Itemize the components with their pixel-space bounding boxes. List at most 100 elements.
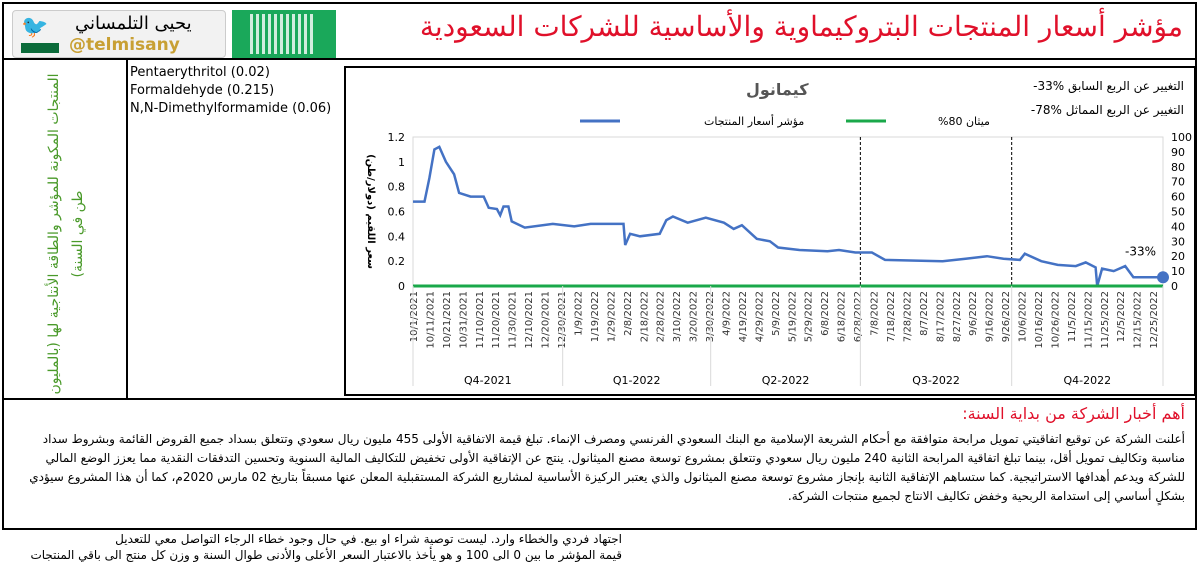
- x-tick-label: 12/15/2022: [1133, 291, 1144, 349]
- x-tick-label: 12/25/2022: [1149, 291, 1160, 349]
- x-tick-label: 12/20/2021: [541, 291, 552, 349]
- qr-code-icon[interactable]: [232, 10, 336, 58]
- quarter-label: Q3-2022: [912, 374, 960, 387]
- x-tick-label: 10/1/2021: [409, 291, 420, 342]
- legend-label-methane: ميثان 80%: [938, 115, 990, 128]
- y-tick-label: 0: [398, 280, 405, 293]
- change-stats: التغيير عن الربع السابق %33- التغيير عن …: [1031, 74, 1184, 122]
- x-tick-label: 7/18/2022: [886, 291, 897, 342]
- x-tick-label: 9/26/2022: [1001, 291, 1012, 342]
- y2-tick-label: 60: [1171, 191, 1185, 204]
- y2-tick-label: 50: [1171, 206, 1185, 219]
- quarter-label: Q1-2022: [613, 374, 661, 387]
- x-tick-label: 5/29/2022: [804, 291, 815, 342]
- quarter-label: Q2-2022: [762, 374, 810, 387]
- flag-icon: [21, 43, 59, 53]
- y-axis-label: سعر اللقيم (دولار/طن): [365, 154, 376, 269]
- x-tick-label: 2/8/2022: [623, 291, 634, 336]
- x-tick-label: 11/25/2022: [1100, 291, 1111, 349]
- y-tick-label: 0.8: [388, 181, 406, 194]
- x-tick-label: 6/28/2022: [853, 291, 864, 342]
- qoq-change: التغيير عن الربع السابق %33-: [1033, 79, 1184, 93]
- x-tick-label: 8/7/2022: [919, 291, 930, 336]
- x-tick-label: 12/5/2022: [1116, 291, 1127, 342]
- chart-container: التغيير عن الربع السابق %33- التغيير عن …: [344, 66, 1196, 396]
- x-tick-label: 7/28/2022: [902, 291, 913, 342]
- news-heading: أهم أخبار الشركة من بداية السنة:: [962, 404, 1185, 423]
- y2-tick-label: 90: [1171, 146, 1185, 159]
- x-tick-label: 4/19/2022: [738, 291, 749, 342]
- x-tick-label: 3/20/2022: [689, 291, 700, 342]
- author-name: يحيى التلمساني: [75, 13, 192, 34]
- x-tick-label: 10/26/2022: [1050, 291, 1061, 349]
- change-annotation: -33%: [1125, 244, 1156, 258]
- main-panel: المنتجات المكونة للمؤشر والطاقة الأنتاجي…: [2, 60, 1197, 400]
- twitter-bird-icon: 🐦: [21, 15, 49, 40]
- legend-label-index: مؤشر أسعار المنتجات: [704, 114, 804, 128]
- yoy-change: التغيير عن الربع المماثل %78-: [1030, 103, 1184, 117]
- last-point-marker: [1157, 271, 1169, 284]
- x-tick-label: 9/6/2022: [968, 291, 979, 336]
- quarter-label: Q4-2022: [1064, 374, 1112, 387]
- x-tick-label: 11/15/2022: [1083, 291, 1094, 349]
- x-tick-label: 10/21/2021: [442, 291, 453, 349]
- x-tick-label: 7/8/2022: [870, 291, 881, 336]
- x-tick-label: 8/27/2022: [952, 291, 963, 342]
- x-tick-label: 10/6/2022: [1018, 291, 1029, 342]
- y2-tick-label: 30: [1171, 235, 1185, 248]
- x-tick-label: 11/5/2022: [1067, 291, 1078, 342]
- x-tick-label: 6/8/2022: [820, 291, 831, 336]
- x-tick-label: 9/16/2022: [985, 291, 996, 342]
- y-tick-label: 1: [398, 156, 405, 169]
- y2-tick-label: 80: [1171, 161, 1185, 174]
- news-body: أعلنت الشركة عن توقيع اتفاقيتي تمويل مرا…: [29, 432, 1185, 503]
- product-item: N,N-Dimethylformamide (0.06): [130, 101, 332, 116]
- x-tick-label: 5/9/2022: [771, 291, 782, 336]
- x-tick-label: 3/10/2022: [672, 291, 683, 342]
- quarter-label: Q4-2021: [464, 374, 512, 387]
- products-list: Pentaerythritol (0.02) Formaldehyde (0.2…: [130, 64, 331, 118]
- series-line-index: [413, 145, 1163, 287]
- y2-tick-label: 10: [1171, 265, 1185, 278]
- news-panel: أهم أخبار الشركة من بداية السنة: أعلنت ا…: [2, 400, 1197, 530]
- y2-tick-label: 0: [1171, 280, 1178, 293]
- x-tick-label: 1/9/2022: [573, 291, 584, 336]
- left-label-column: المنتجات المكونة للمؤشر والطاقة الأنتاجي…: [4, 60, 128, 398]
- header: مؤشر أسعار المنتجات البتروكيماوية والأسا…: [2, 2, 1197, 60]
- y2-tick-label: 20: [1171, 250, 1185, 263]
- products-capacity-label: المنتجات المكونة للمؤشر والطاقة الأنتاجي…: [46, 73, 86, 395]
- y2-tick-label: 100: [1171, 131, 1192, 144]
- y-tick-label: 1.2: [388, 131, 406, 144]
- author-handle[interactable]: @telmisany: [69, 35, 180, 55]
- product-item: Pentaerythritol (0.02): [130, 65, 270, 80]
- y-tick-label: 0.6: [388, 206, 406, 219]
- x-tick-label: 2/18/2022: [639, 291, 650, 342]
- x-tick-label: 4/29/2022: [754, 291, 765, 342]
- x-tick-label: 2/28/2022: [656, 291, 667, 342]
- y2-tick-label: 70: [1171, 176, 1185, 189]
- x-tick-label: 4/9/2022: [722, 291, 733, 336]
- y-tick-label: 0.4: [388, 230, 406, 243]
- x-tick-label: 10/11/2021: [425, 291, 436, 349]
- x-tick-label: 8/17/2022: [935, 291, 946, 342]
- x-tick-label: 1/29/2022: [606, 291, 617, 342]
- chart-title: كيمانول: [746, 80, 809, 99]
- author-logo[interactable]: 🐦 يحيى التلمساني @telmisany: [12, 10, 226, 58]
- page-title: مؤشر أسعار المنتجات البتروكيماوية والأسا…: [419, 10, 1183, 43]
- x-tick-label: 11/30/2021: [508, 291, 519, 349]
- x-tick-label: 6/18/2022: [837, 291, 848, 342]
- x-tick-label: 1/19/2022: [590, 291, 601, 342]
- product-item: Formaldehyde (0.215): [130, 83, 275, 98]
- x-tick-label: 12/10/2021: [524, 291, 535, 349]
- index-note: قيمة المؤشر ما بين 0 الى 100 و هو يأخذ ب…: [30, 548, 622, 562]
- qr-pattern: [250, 14, 316, 54]
- x-tick-label: 10/31/2021: [458, 291, 469, 349]
- x-tick-label: 10/16/2022: [1034, 291, 1045, 349]
- x-tick-label: 5/19/2022: [787, 291, 798, 342]
- disclaimer: اجتهاد فردي والخطاء وارد. ليست توصية شرا…: [115, 532, 622, 546]
- x-tick-label: 11/20/2021: [491, 291, 502, 349]
- x-tick-label: 11/10/2021: [475, 291, 486, 349]
- y-tick-label: 0.2: [388, 255, 406, 268]
- y2-tick-label: 40: [1171, 220, 1185, 233]
